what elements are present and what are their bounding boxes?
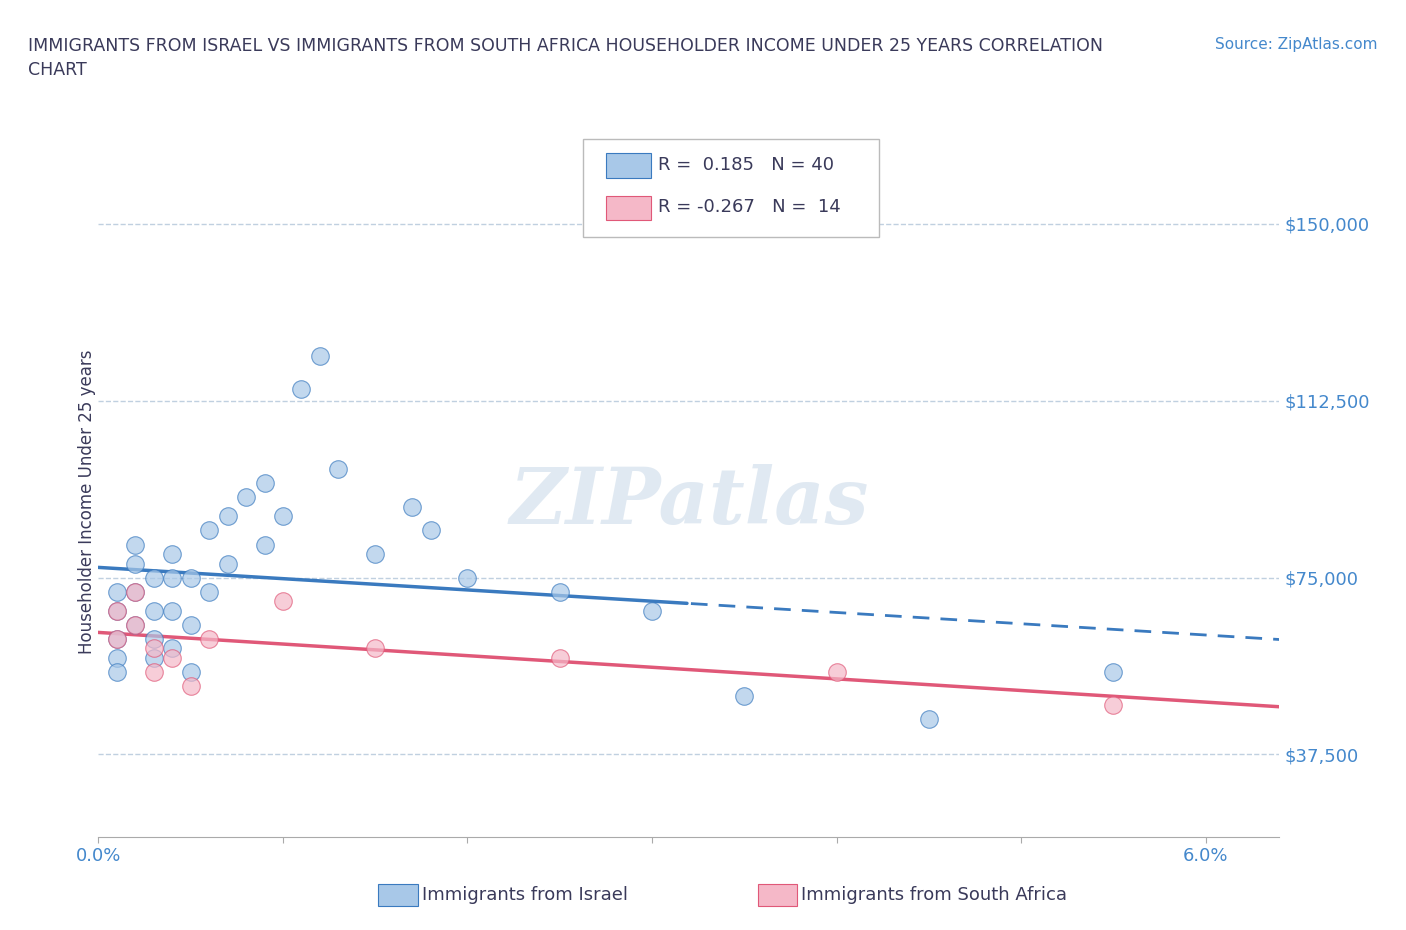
Point (180, 665, 202, 680)
Text: R =  0.185   N = 40: R = 0.185 N = 40 (658, 155, 834, 174)
Point (124, 584, 146, 599)
Point (105, 650, 128, 665)
Point (105, 631, 128, 646)
Point (142, 641, 165, 656)
Point (124, 618, 146, 632)
Point (364, 547, 387, 562)
Point (733, 688, 755, 703)
Point (162, 641, 183, 656)
Point (162, 547, 183, 562)
Point (271, 593, 294, 608)
Point (1102, 665, 1125, 680)
Point (419, 523, 441, 538)
Point (217, 509, 239, 524)
Point (1102, 698, 1125, 712)
Point (105, 604, 128, 618)
Point (456, 570, 478, 585)
Point (105, 584, 128, 599)
Point (401, 499, 423, 514)
Point (124, 538, 146, 552)
Text: IMMIGRANTS FROM ISRAEL VS IMMIGRANTS FROM SOUTH AFRICA HOUSEHOLDER INCOME UNDER : IMMIGRANTS FROM ISRAEL VS IMMIGRANTS FRO… (28, 37, 1104, 79)
Point (253, 538, 276, 552)
Point (180, 679, 202, 694)
Point (271, 509, 294, 524)
Point (235, 490, 257, 505)
Text: Immigrants from Israel: Immigrants from Israel (422, 885, 628, 904)
Point (162, 650, 183, 665)
Point (142, 604, 165, 618)
Point (253, 476, 276, 491)
Text: R = -0.267   N =  14: R = -0.267 N = 14 (658, 198, 841, 217)
Point (124, 584, 146, 599)
Point (198, 523, 221, 538)
Point (142, 631, 165, 646)
Point (641, 604, 664, 618)
Point (548, 584, 571, 599)
Point (124, 556, 146, 571)
Point (548, 650, 571, 665)
Point (142, 665, 165, 680)
Point (328, 462, 350, 477)
Point (162, 570, 183, 585)
Point (198, 584, 221, 599)
Text: Source: ZipAtlas.com: Source: ZipAtlas.com (1215, 37, 1378, 52)
Point (105, 604, 128, 618)
Point (124, 618, 146, 632)
Point (290, 381, 312, 396)
Point (162, 604, 183, 618)
Point (918, 711, 941, 726)
Y-axis label: Householder Income Under 25 years: Householder Income Under 25 years (79, 350, 96, 655)
Point (217, 556, 239, 571)
Point (364, 641, 387, 656)
Point (825, 665, 848, 680)
Point (180, 618, 202, 632)
Text: ZIPatlas: ZIPatlas (509, 464, 869, 540)
Point (105, 631, 128, 646)
Point (198, 631, 221, 646)
Point (105, 665, 128, 680)
Point (180, 570, 202, 585)
Text: Immigrants from South Africa: Immigrants from South Africa (801, 885, 1067, 904)
Point (309, 349, 332, 364)
Point (142, 570, 165, 585)
Point (142, 650, 165, 665)
